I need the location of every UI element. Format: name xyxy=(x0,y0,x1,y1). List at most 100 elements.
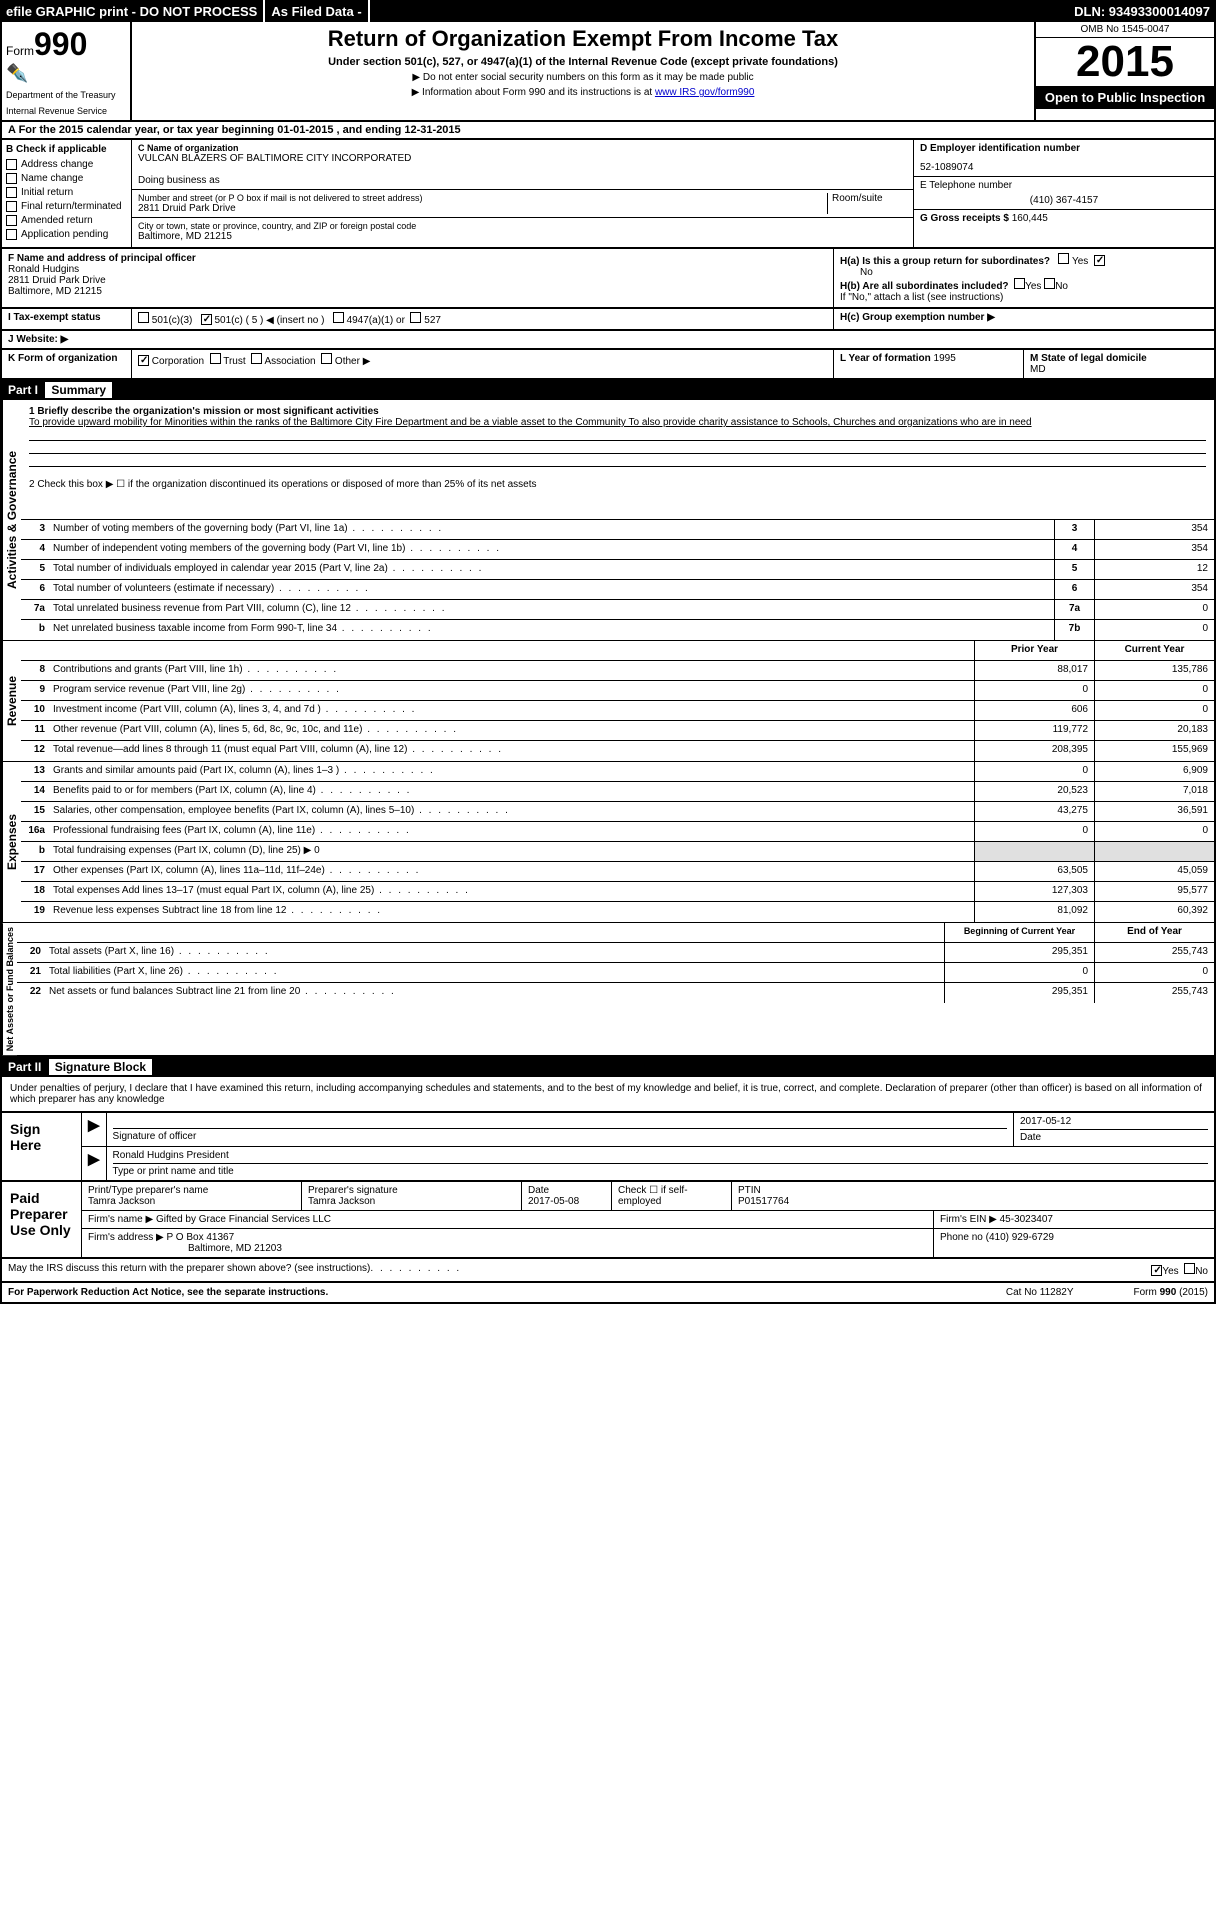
line-num: 7a xyxy=(21,600,49,619)
line-val: 354 xyxy=(1094,520,1214,539)
sig-date: 2017-05-12 xyxy=(1020,1116,1071,1127)
firm-ein-cell: Firm's EIN ▶ 45-3023407 xyxy=(934,1211,1214,1228)
chk-application-pending[interactable]: Application pending xyxy=(6,229,127,240)
part2-label: Part II xyxy=(8,1060,41,1074)
mission-block: 1 Briefly describe the organization's mi… xyxy=(21,400,1214,520)
netassets-section: Net Assets or Fund Balances Beginning of… xyxy=(2,922,1214,1055)
line-row: 8 Contributions and grants (Part VIII, l… xyxy=(21,661,1214,681)
prior-val: 208,395 xyxy=(974,741,1094,761)
line-row: 10 Investment income (Part VIII, column … xyxy=(21,701,1214,721)
checkbox-icon[interactable] xyxy=(333,312,344,323)
discuss-row: May the IRS discuss this return with the… xyxy=(0,1259,1216,1283)
governance-content: 1 Briefly describe the organization's mi… xyxy=(21,400,1214,640)
part2-header: Part II Signature Block xyxy=(0,1057,1216,1077)
ptin-value: P01517764 xyxy=(738,1196,1208,1207)
checkbox-icon[interactable] xyxy=(1044,278,1055,289)
ein-value: 52-1089074 xyxy=(920,162,1208,173)
line-val: 12 xyxy=(1094,560,1214,579)
current-val: 135,786 xyxy=(1094,661,1214,680)
line-row: 14 Benefits paid to or for members (Part… xyxy=(21,782,1214,802)
sig-row2: ▶ Ronald Hudgins President Type or print… xyxy=(82,1147,1214,1180)
governance-section: Activities & Governance 1 Briefly descri… xyxy=(2,400,1214,640)
checkbox-icon[interactable] xyxy=(138,312,149,323)
chk-final-return[interactable]: Final return/terminated xyxy=(6,201,127,212)
note2-text: ▶ Information about Form 990 and its ins… xyxy=(412,87,655,98)
checkbox-icon xyxy=(6,229,17,240)
pra-notice: For Paperwork Reduction Act Notice, see … xyxy=(8,1287,328,1298)
sig-date-label: Date xyxy=(1020,1132,1041,1143)
col-de: D Employer identification number 52-1089… xyxy=(914,140,1214,247)
line-num: 5 xyxy=(21,560,49,579)
line-box: 3 xyxy=(1054,520,1094,539)
firm-ein-label: Firm's EIN ▶ xyxy=(940,1214,997,1225)
city-label: City or town, state or province, country… xyxy=(138,221,907,231)
efile-label: efile GRAPHIC print - DO NOT PROCESS xyxy=(0,0,265,22)
part1-body: Activities & Governance 1 Briefly descri… xyxy=(0,400,1216,1057)
line-num: b xyxy=(21,842,49,861)
begin-year-header: Beginning of Current Year xyxy=(944,923,1094,942)
line-row: 15 Salaries, other compensation, employe… xyxy=(21,802,1214,822)
row-a-mid: , and ending xyxy=(337,124,405,136)
officer-addr2: Baltimore, MD 21215 xyxy=(8,286,827,297)
checkbox-icon[interactable] xyxy=(251,353,262,364)
checkbox-checked-icon[interactable] xyxy=(1094,255,1105,266)
checkbox-icon[interactable] xyxy=(410,312,421,323)
line-desc: Total number of individuals employed in … xyxy=(49,560,1054,579)
firm-phone: (410) 929-6729 xyxy=(986,1232,1054,1243)
prior-year-header: Prior Year xyxy=(974,641,1094,660)
governance-vert-label: Activities & Governance xyxy=(2,400,21,640)
checkbox-icon[interactable] xyxy=(210,353,221,364)
line-desc: Program service revenue (Part VIII, line… xyxy=(49,681,974,700)
hc-label: H(c) Group exemption number ▶ xyxy=(840,312,995,323)
chk-label: Initial return xyxy=(21,187,73,198)
prior-val: 88,017 xyxy=(974,661,1094,680)
firm-addr-cell: Firm's address ▶ P O Box 41367 Baltimore… xyxy=(82,1229,934,1257)
irs-link[interactable]: www IRS gov/form990 xyxy=(655,87,754,98)
line-row: 19 Revenue less expenses Subtract line 1… xyxy=(21,902,1214,922)
checkbox-icon[interactable] xyxy=(1014,278,1025,289)
sig-row1: ▶ Signature of officer 2017-05-12 Date xyxy=(82,1113,1214,1147)
paid-row3: Firm's address ▶ P O Box 41367 Baltimore… xyxy=(82,1229,1214,1257)
chk-amended-return[interactable]: Amended return xyxy=(6,215,127,226)
addr-label: Number and street (or P O box if mail is… xyxy=(138,193,827,203)
netassets-content: Beginning of Current Year End of Year 20… xyxy=(17,923,1214,1055)
officer-name: Ronald Hudgins xyxy=(8,264,827,275)
tax-year-end: 12-31-2015 xyxy=(404,124,460,136)
paid-right: Print/Type preparer's name Tamra Jackson… xyxy=(82,1182,1214,1257)
line-desc: Total expenses Add lines 13–17 (must equ… xyxy=(49,882,974,901)
omb-number: OMB No 1545-0047 xyxy=(1036,22,1214,38)
checkbox-checked-icon[interactable] xyxy=(138,355,149,366)
gross-receipts-cell: G Gross receipts $ 160,445 xyxy=(914,210,1214,227)
line-desc: Salaries, other compensation, employee b… xyxy=(49,802,974,821)
line-num: 11 xyxy=(21,721,49,740)
checkbox-checked-icon[interactable] xyxy=(1151,1265,1162,1276)
line-num: b xyxy=(21,620,49,640)
net-lines: 20 Total assets (Part X, line 16) 295,35… xyxy=(17,943,1214,1003)
line-num: 14 xyxy=(21,782,49,801)
prep-date: 2017-05-08 xyxy=(528,1196,605,1207)
form-header: Form990 ✒️ Department of the Treasury In… xyxy=(0,22,1216,122)
line-val: 0 xyxy=(1094,620,1214,640)
line-desc: Grants and similar amounts paid (Part IX… xyxy=(49,762,974,781)
checkbox-checked-icon[interactable] xyxy=(201,314,212,325)
m-label: M State of legal domicile xyxy=(1030,353,1147,364)
checkbox-icon[interactable] xyxy=(321,353,332,364)
checkbox-icon[interactable] xyxy=(1184,1263,1195,1274)
ptin-cell: PTIN P01517764 xyxy=(732,1182,1214,1210)
chk-name-change[interactable]: Name change xyxy=(6,173,127,184)
sig-officer-label: Signature of officer xyxy=(113,1131,197,1142)
chk-address-change[interactable]: Address change xyxy=(6,159,127,170)
prior-val: 119,772 xyxy=(974,721,1094,740)
checkbox-icon[interactable] xyxy=(1058,253,1069,264)
chk-initial-return[interactable]: Initial return xyxy=(6,187,127,198)
current-val: 155,969 xyxy=(1094,741,1214,761)
col-b-header: B Check if applicable xyxy=(6,144,127,155)
end-val: 255,743 xyxy=(1094,983,1214,1003)
prior-val: 63,505 xyxy=(974,862,1094,881)
begin-val: 295,351 xyxy=(944,943,1094,962)
line-val: 0 xyxy=(1094,600,1214,619)
header-right: OMB No 1545-0047 2015 Open to Public Ins… xyxy=(1034,22,1214,120)
sig-date-cell: 2017-05-12 Date xyxy=(1014,1113,1214,1146)
line-desc: Total liabilities (Part X, line 26) xyxy=(45,963,944,982)
prep-name-label: Print/Type preparer's name xyxy=(88,1185,295,1196)
